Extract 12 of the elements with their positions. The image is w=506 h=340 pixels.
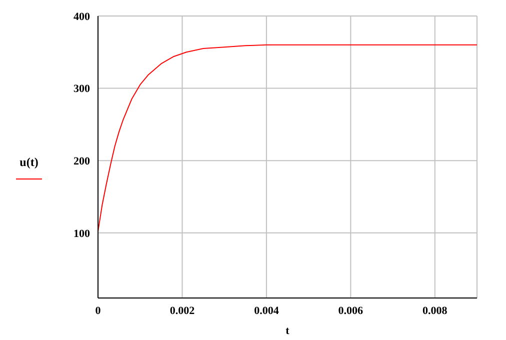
- text: u(t): [18, 155, 40, 170]
- y-tick-label: 400: [74, 10, 90, 23]
- x-tick-label: 0.008: [422, 304, 448, 317]
- y-tick-label: 200: [74, 156, 90, 168]
- x-tick-label: 0: [95, 304, 102, 317]
- y-tick-label: 100: [74, 228, 90, 240]
- y-tick-label: 300: [74, 83, 90, 96]
- line-series: [98, 44, 477, 232]
- x-axis-title: t: [286, 325, 290, 337]
- x-tick-label: 0.002: [170, 304, 196, 317]
- x-tick-label: 0.006: [338, 304, 364, 317]
- x-tick-label: 0.004: [254, 304, 280, 317]
